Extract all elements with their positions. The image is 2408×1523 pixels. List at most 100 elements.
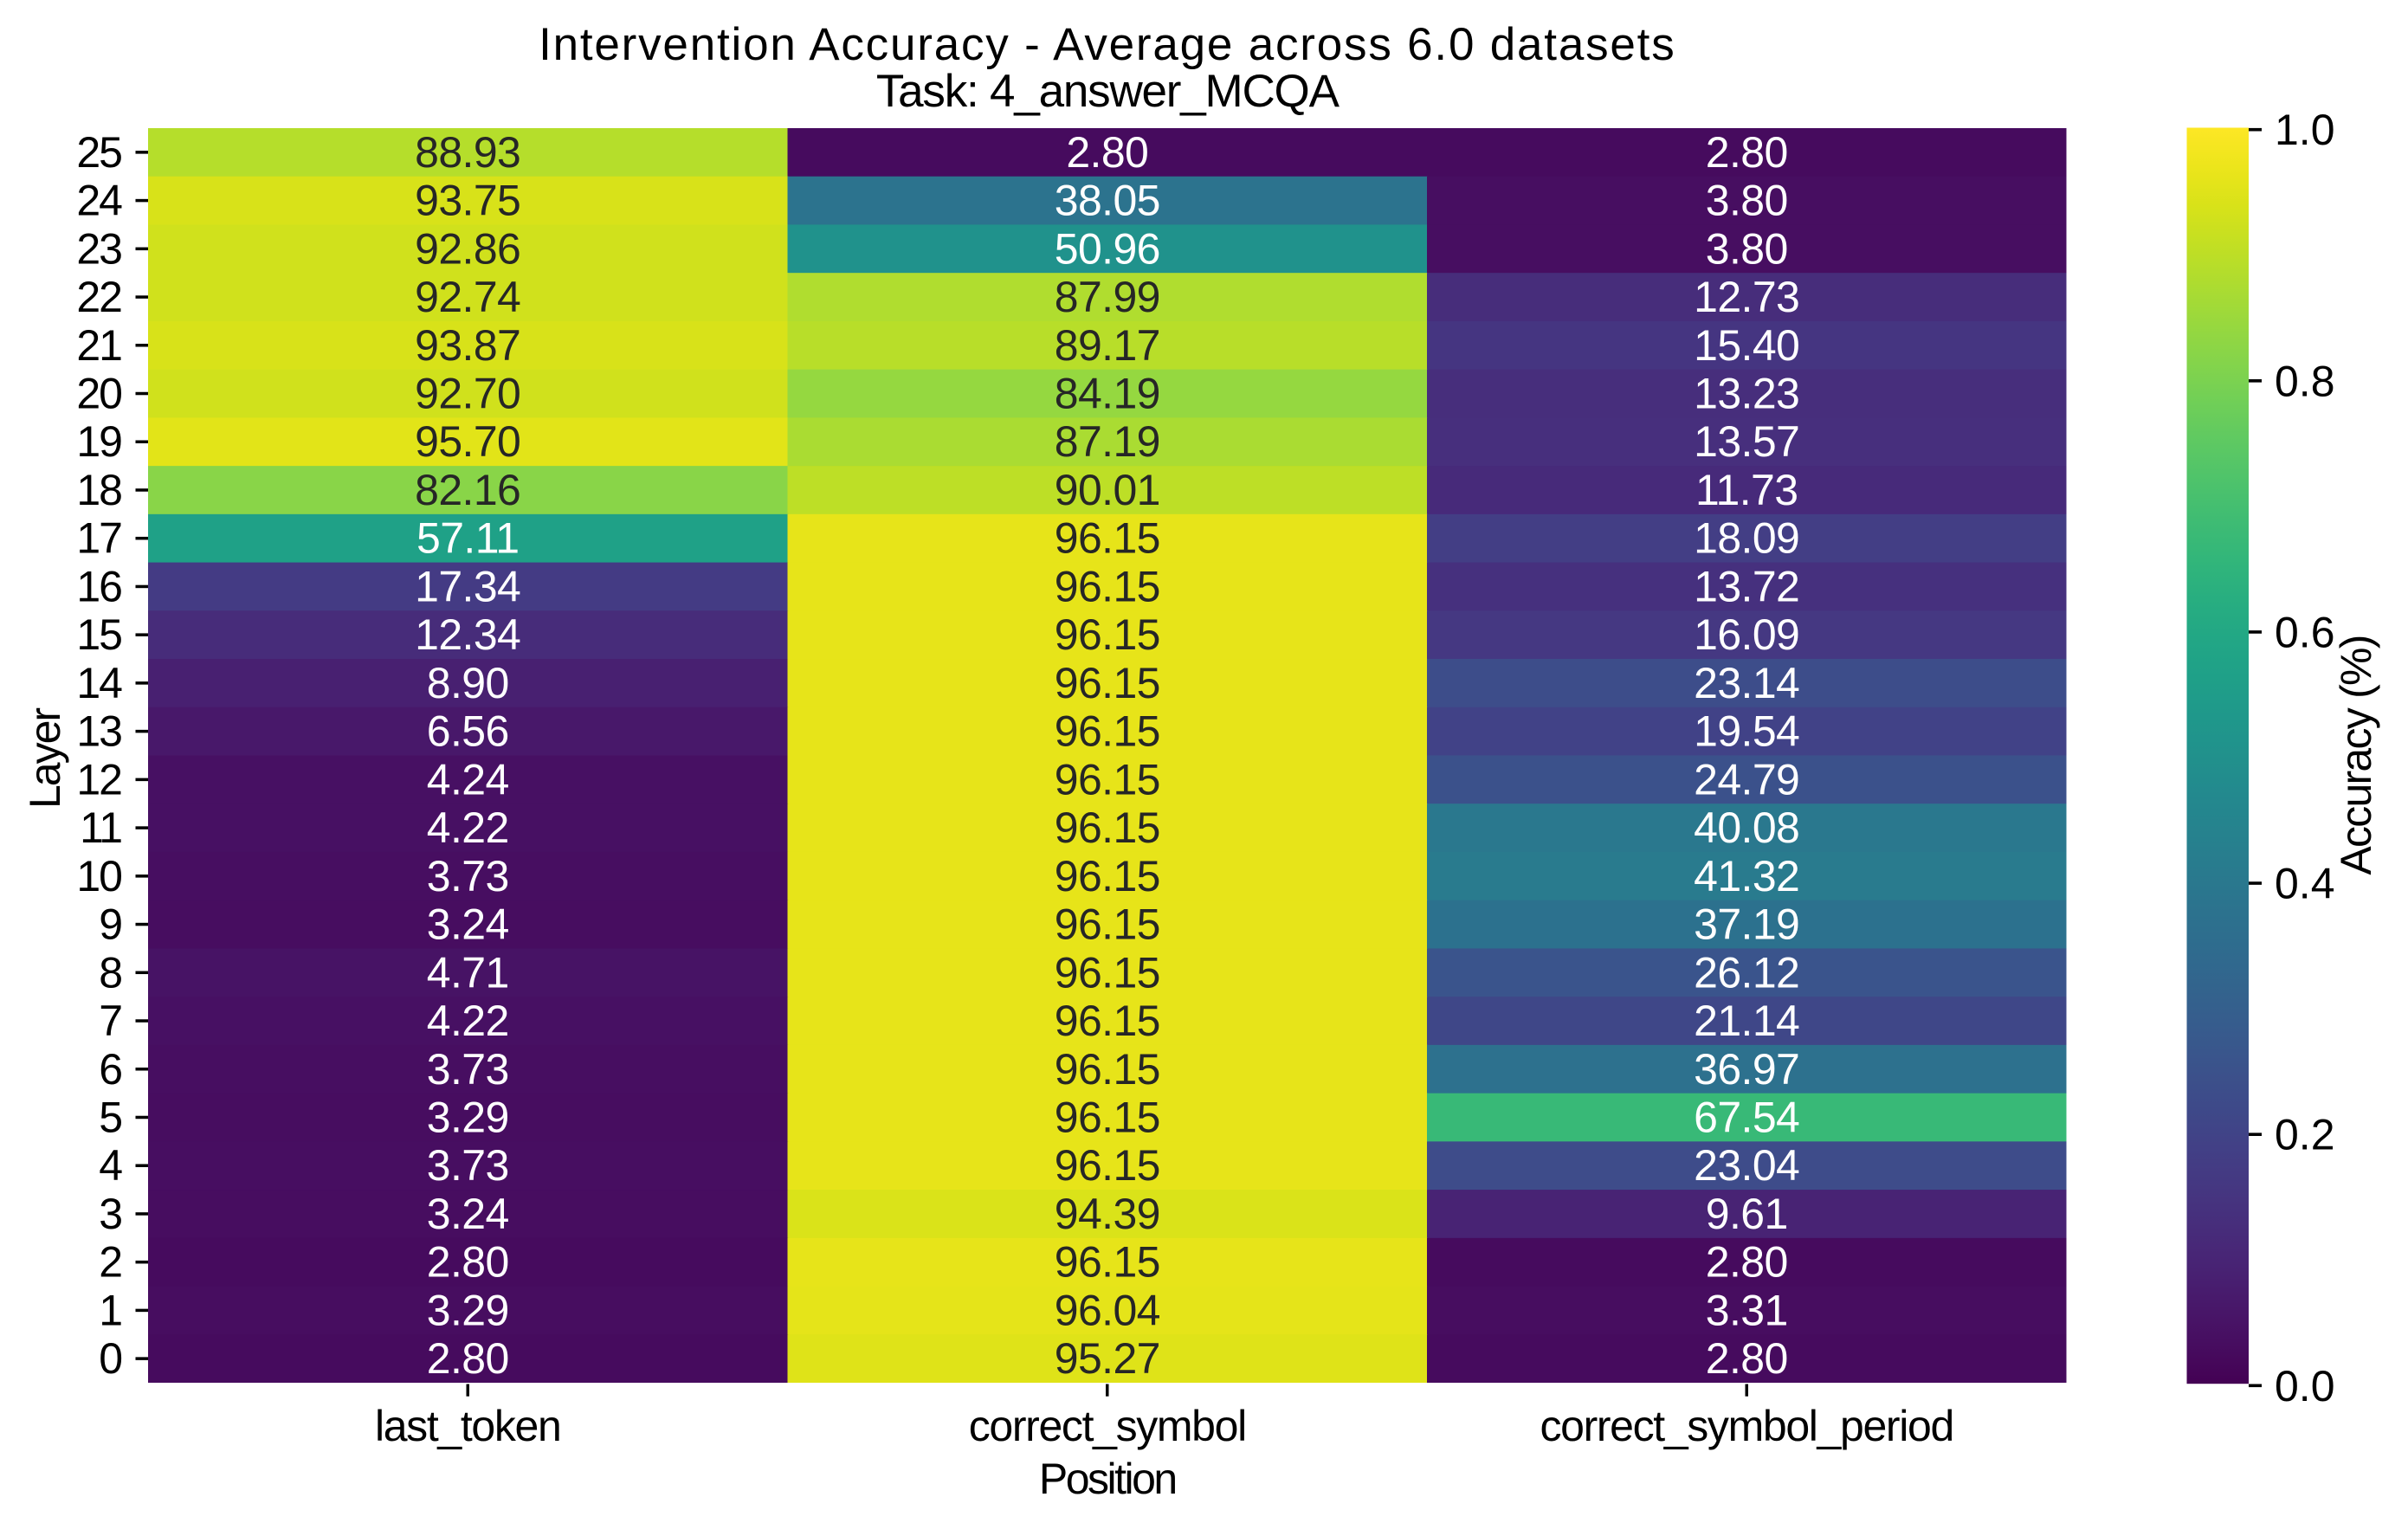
svg-text:0: 0 [99,1334,121,1383]
svg-text:correct_symbol_period: correct_symbol_period [1540,1402,1953,1450]
svg-text:15.40: 15.40 [1694,321,1799,370]
svg-text:9.61: 9.61 [1706,1190,1788,1238]
svg-text:3.24: 3.24 [427,1190,509,1238]
svg-text:88.93: 88.93 [415,128,520,177]
svg-text:1: 1 [99,1286,121,1334]
svg-text:17: 17 [76,514,121,563]
svg-text:13: 13 [76,707,121,756]
svg-text:3.29: 3.29 [427,1094,509,1142]
svg-text:89.17: 89.17 [1055,321,1160,370]
svg-text:93.75: 93.75 [415,177,520,225]
svg-text:3.73: 3.73 [427,852,509,900]
svg-text:last_token: last_token [375,1402,560,1450]
svg-text:4.22: 4.22 [427,997,509,1045]
svg-text:0.4: 0.4 [2275,860,2335,908]
svg-text:6.56: 6.56 [427,707,509,756]
svg-text:21.14: 21.14 [1694,997,1799,1045]
svg-text:93.87: 93.87 [415,321,520,370]
svg-text:Position: Position [1039,1455,1176,1503]
svg-text:10: 10 [76,852,121,900]
svg-text:26.12: 26.12 [1694,948,1799,997]
svg-text:94.39: 94.39 [1055,1190,1160,1238]
svg-text:37.19: 37.19 [1694,900,1799,949]
svg-text:3.73: 3.73 [427,1141,509,1190]
svg-text:16.09: 16.09 [1694,610,1799,659]
svg-text:96.15: 96.15 [1055,900,1160,949]
svg-text:15: 15 [76,610,121,659]
svg-text:7: 7 [99,997,121,1045]
svg-text:3.73: 3.73 [427,1045,509,1094]
svg-text:21: 21 [76,321,121,370]
svg-text:0.8: 0.8 [2275,357,2335,405]
svg-text:96.15: 96.15 [1055,659,1160,707]
svg-text:96.15: 96.15 [1055,707,1160,756]
svg-text:22: 22 [76,273,121,321]
svg-text:2.80: 2.80 [1706,1238,1788,1287]
svg-text:2: 2 [99,1238,121,1287]
svg-text:3: 3 [99,1190,121,1238]
svg-text:9: 9 [99,900,121,949]
svg-text:23.14: 23.14 [1694,659,1799,707]
svg-text:96.15: 96.15 [1055,1094,1160,1142]
svg-text:2.80: 2.80 [1066,128,1148,177]
svg-text:96.15: 96.15 [1055,514,1160,563]
svg-text:18.09: 18.09 [1694,514,1799,563]
svg-text:67.54: 67.54 [1694,1094,1799,1142]
svg-text:96.15: 96.15 [1055,1238,1160,1287]
svg-text:40.08: 40.08 [1694,803,1799,852]
svg-text:3.29: 3.29 [427,1286,509,1334]
svg-text:25: 25 [76,128,121,177]
svg-text:90.01: 90.01 [1055,466,1160,514]
svg-text:12: 12 [76,755,121,803]
svg-text:2.80: 2.80 [1706,1334,1788,1383]
svg-text:6: 6 [99,1045,121,1094]
svg-text:8.90: 8.90 [427,659,509,707]
svg-text:16: 16 [76,562,121,610]
svg-text:0.0: 0.0 [2275,1362,2335,1410]
svg-text:4.22: 4.22 [427,803,509,852]
svg-text:87.99: 87.99 [1055,273,1160,321]
svg-text:Layer: Layer [21,708,69,809]
svg-text:4.24: 4.24 [427,755,509,803]
svg-text:11: 11 [80,803,121,852]
svg-text:36.97: 36.97 [1694,1045,1799,1094]
svg-text:13.72: 13.72 [1694,562,1799,610]
svg-text:96.15: 96.15 [1055,755,1160,803]
svg-text:24: 24 [76,177,122,225]
svg-text:4.71: 4.71 [427,948,509,997]
svg-text:96.15: 96.15 [1055,1045,1160,1094]
svg-text:92.74: 92.74 [415,273,520,321]
svg-text:92.70: 92.70 [415,370,520,418]
svg-text:12.34: 12.34 [415,610,520,659]
svg-text:3.24: 3.24 [427,900,509,949]
svg-text:Task: 4_answer_MCQA: Task: 4_answer_MCQA [876,66,1340,117]
svg-text:96.15: 96.15 [1055,852,1160,900]
svg-text:23: 23 [76,224,121,273]
svg-text:3.80: 3.80 [1706,224,1788,273]
svg-text:95.70: 95.70 [415,417,520,466]
svg-text:96.15: 96.15 [1055,610,1160,659]
svg-text:23.04: 23.04 [1694,1141,1799,1190]
svg-text:82.16: 82.16 [415,466,520,514]
svg-text:13.23: 13.23 [1694,370,1799,418]
svg-text:12.73: 12.73 [1694,273,1799,321]
svg-text:3.80: 3.80 [1706,177,1788,225]
svg-text:50.96: 50.96 [1055,224,1160,273]
svg-text:87.19: 87.19 [1055,417,1160,466]
svg-text:3.31: 3.31 [1706,1286,1788,1334]
svg-text:92.86: 92.86 [415,224,520,273]
svg-text:96.15: 96.15 [1055,997,1160,1045]
svg-text:41.32: 41.32 [1694,852,1799,900]
svg-text:Intervention Accuracy - Averag: Intervention Accuracy - Average across 6… [539,19,1675,70]
svg-text:38.05: 38.05 [1055,177,1160,225]
svg-text:24.79: 24.79 [1694,755,1799,803]
svg-text:0.2: 0.2 [2275,1111,2335,1159]
svg-text:96.04: 96.04 [1055,1286,1160,1334]
svg-text:1.0: 1.0 [2275,106,2335,154]
svg-text:0.6: 0.6 [2275,608,2335,656]
svg-text:19: 19 [76,417,121,466]
svg-text:11.73: 11.73 [1695,466,1798,514]
svg-text:96.15: 96.15 [1055,803,1160,852]
svg-text:84.19: 84.19 [1055,370,1160,418]
svg-text:19.54: 19.54 [1694,707,1799,756]
